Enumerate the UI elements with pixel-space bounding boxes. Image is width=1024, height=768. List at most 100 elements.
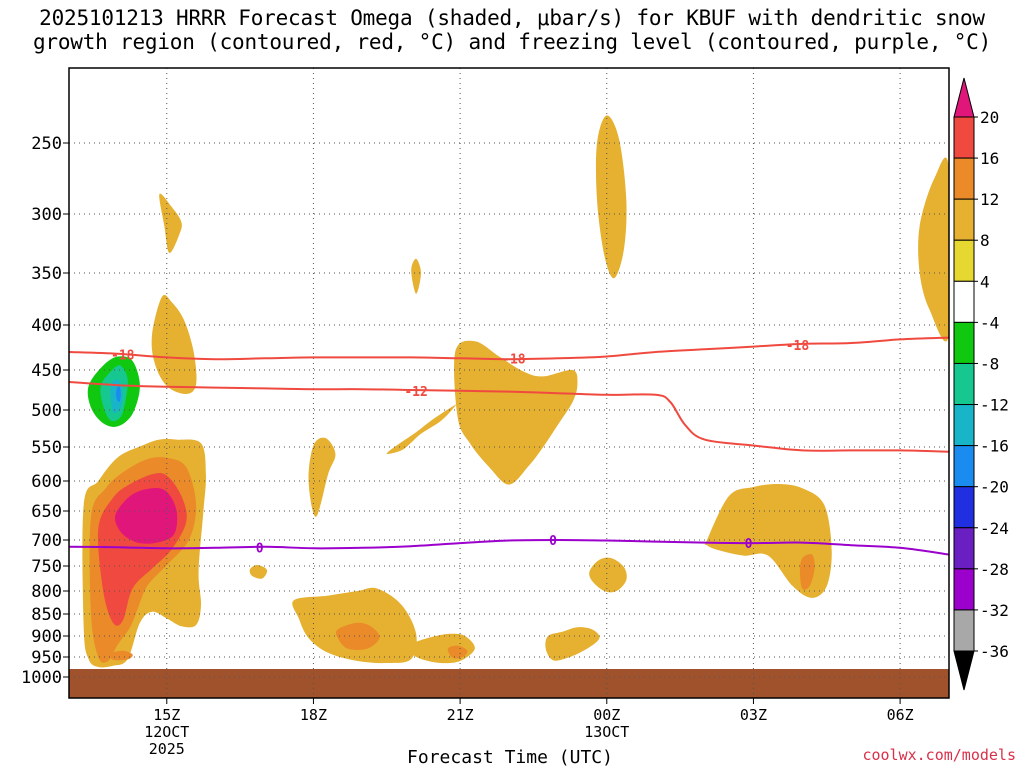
colorbar-label: -32 <box>980 601 1009 620</box>
colorbar-top-arrow <box>953 77 975 118</box>
colorbar-segment <box>953 486 975 529</box>
x-tick-sublabel: 13OCT <box>584 723 629 741</box>
contour-label: -18 <box>111 349 135 364</box>
omega-region <box>411 258 421 294</box>
omega-region <box>386 377 510 454</box>
omega-region <box>454 340 578 485</box>
y-tick-label: 1000 <box>21 668 62 688</box>
omega-region <box>504 648 514 664</box>
x-tick-sublabel: 12OCT <box>144 723 189 741</box>
colorbar-label: 20 <box>980 108 999 127</box>
colorbar-segment <box>953 362 975 406</box>
contour-dgz-top <box>69 336 949 361</box>
omega-region <box>159 193 182 254</box>
grid-lines <box>69 68 949 698</box>
y-tick-label: 850 <box>31 605 62 625</box>
x-tick-label: 15Z <box>153 706 180 724</box>
x-tick-sublabel: 2025 <box>149 740 185 758</box>
chart-title: 2025101213 HRRR Forecast Omega (shaded, … <box>0 6 1024 54</box>
colorbar-label: -8 <box>980 354 999 373</box>
omega-region <box>770 629 823 658</box>
colorbar: 20 16 12 8 4 -4 -8 -12 -16 -20 -24 -28 -32 -36 <box>953 77 1009 691</box>
credit-text: coolwx.com/models <box>862 746 1016 764</box>
omega-region <box>336 622 380 650</box>
colorbar-label: -20 <box>980 478 1009 497</box>
colorbar-segment <box>953 321 975 364</box>
colorbar-label: -4 <box>980 313 999 332</box>
omega-region <box>409 633 475 664</box>
y-tick-label: 600 <box>31 472 62 492</box>
colorbar-segment <box>953 404 975 447</box>
y-tick-label: 400 <box>31 316 62 336</box>
y-tick-label: 450 <box>31 361 62 381</box>
y-tick-label: 750 <box>31 557 62 577</box>
x-tick-label: 06Z <box>887 706 914 724</box>
x-tick-label: 03Z <box>740 706 767 724</box>
omega-region <box>864 581 928 628</box>
x-axis-label: Forecast Time (UTC) <box>407 747 613 768</box>
colorbar-segment <box>953 239 975 282</box>
contour-label: -18 <box>786 339 810 354</box>
colorbar-segment <box>953 157 975 200</box>
y-tick-label: 650 <box>31 502 62 522</box>
x-tick-label: 18Z <box>300 706 327 724</box>
temperature-contours: -18 -18 -18 -12 0 0 0 <box>69 336 949 556</box>
ground-fill <box>69 669 949 698</box>
chart-title-line2: growth region (contoured, red, °C) and f… <box>32 30 992 54</box>
colorbar-segment <box>953 280 975 323</box>
y-tick-label: 700 <box>31 531 62 551</box>
omega-region <box>799 554 815 590</box>
omega-region <box>150 71 182 133</box>
y-tick-label: 550 <box>31 438 62 458</box>
omega-region <box>151 294 197 395</box>
omega-region <box>256 643 272 660</box>
y-axis: 2503003504004505005506006507007508008509… <box>21 134 69 688</box>
colorbar-label: 12 <box>980 190 999 209</box>
contour-label: -12 <box>404 385 427 400</box>
omega-region <box>447 645 468 659</box>
colorbar-label: 16 <box>980 149 999 168</box>
colorbar-segment <box>953 198 975 241</box>
y-tick-label: 250 <box>31 134 62 154</box>
ground-layer <box>69 669 949 698</box>
contour-freezing-level <box>69 538 949 556</box>
omega-region <box>308 437 336 517</box>
y-tick-label: 350 <box>31 264 62 284</box>
contour-label: -18 <box>502 352 526 367</box>
colorbar-label: 8 <box>980 231 990 250</box>
contour-label: 0 <box>549 534 557 549</box>
contour-label: 0 <box>256 541 264 556</box>
contour-label: 0 <box>745 537 753 552</box>
colorbar-label: -24 <box>980 519 1009 538</box>
omega-region <box>918 157 949 342</box>
y-tick-label: 900 <box>31 627 62 647</box>
chart-title-line1: 2025101213 HRRR Forecast Omega (shaded, … <box>39 6 985 30</box>
colorbar-label: -28 <box>980 560 1009 579</box>
omega-region <box>116 385 121 403</box>
omega-region <box>589 557 627 593</box>
omega-region <box>115 488 178 544</box>
colorbar-segment <box>953 609 975 652</box>
colorbar-label: -12 <box>980 396 1009 415</box>
plot-frame <box>68 67 950 699</box>
colorbar-segment <box>953 445 975 488</box>
y-tick-label: 300 <box>31 205 62 225</box>
colorbar-segment <box>953 116 975 159</box>
contour-dgz-bottom <box>69 381 949 453</box>
omega-region <box>157 510 167 524</box>
colorbar-segment <box>953 568 975 611</box>
omega-region <box>595 115 627 279</box>
x-tick-label: 00Z <box>593 706 620 724</box>
omega-region <box>400 347 424 395</box>
y-tick-label: 500 <box>31 401 62 421</box>
omega-region <box>109 650 133 661</box>
omega-shading <box>77 71 949 668</box>
y-tick-label: 950 <box>31 648 62 668</box>
colorbar-label: -36 <box>980 642 1009 661</box>
colorbar-label: -16 <box>980 437 1009 456</box>
omega-region <box>545 627 600 661</box>
colorbar-label: 4 <box>980 272 990 291</box>
omega-region <box>249 564 268 579</box>
